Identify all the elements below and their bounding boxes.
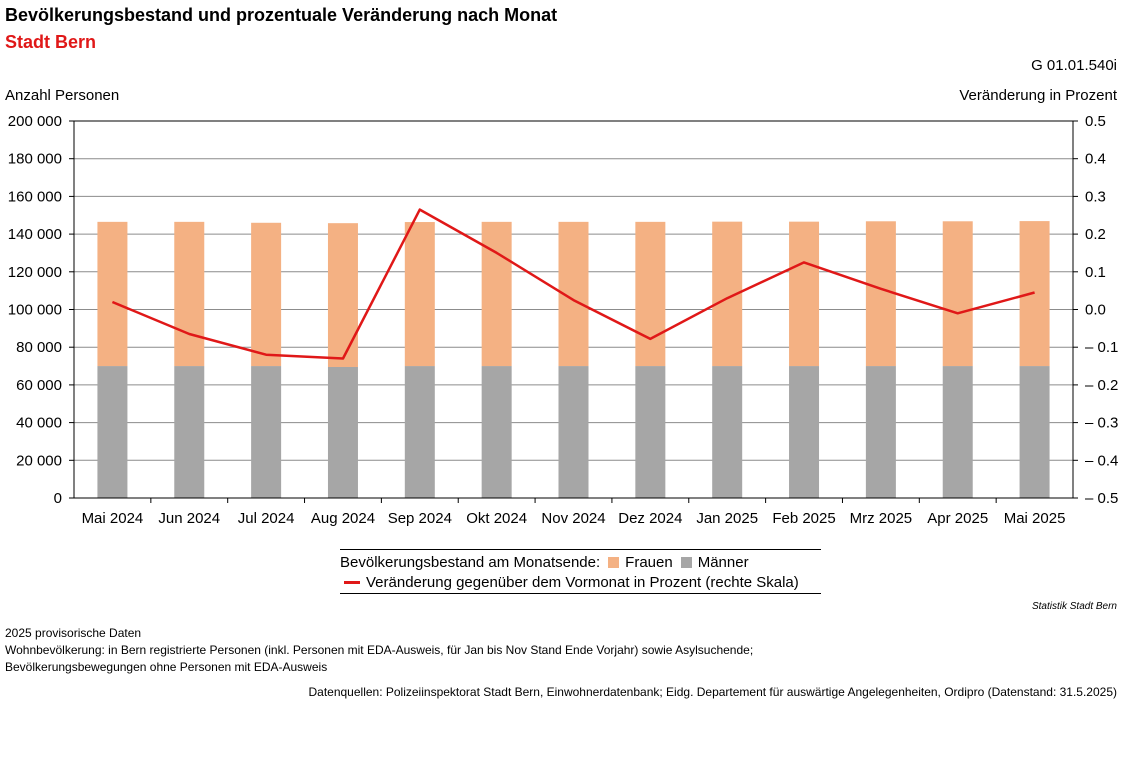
y2-tick-label: 0.4 (1085, 151, 1106, 168)
note-provisional: 2025 provisorische Daten (5, 626, 142, 640)
y2-tick-label: 0.1 (1085, 264, 1106, 281)
bar-frauen (251, 222, 282, 367)
y2-tick-label: – 0.2 (1085, 377, 1118, 394)
bars (97, 221, 1050, 498)
legend-label-line: Veränderung gegenüber dem Vormonat in Pr… (366, 573, 799, 591)
bar-frauen (174, 221, 205, 367)
x-tick-label: Apr 2025 (927, 510, 988, 527)
x-tick-label: Mai 2024 (82, 510, 144, 527)
bar-maenner (404, 366, 435, 498)
x-tick-label: Dez 2024 (618, 510, 682, 527)
legend-swatch-maenner (680, 556, 692, 568)
line-veraenderung (111, 208, 1035, 360)
x-tick-label: Nov 2024 (541, 510, 605, 527)
x-tick-label: Aug 2024 (311, 510, 375, 527)
y-tick-label: 40 000 (16, 415, 62, 432)
y2-tick-label: 0.0 (1085, 302, 1106, 319)
credit: Statistik Stadt Bern (1031, 601, 1117, 612)
tick-labels: 0 20 000 40 000 60 000 80 000 100 000 120 000 1… (8, 113, 1119, 527)
legend: Bevölkerungsbestand am Monatsende: Fraue… (340, 549, 821, 594)
bar-frauen (789, 221, 820, 367)
y-tick-label: 100 000 (8, 302, 62, 319)
y-tick-label: 0 (54, 490, 62, 507)
y2-tick-label: – 0.5 (1085, 490, 1118, 507)
y-tick-label: 140 000 (8, 226, 62, 243)
bar-maenner (481, 366, 512, 498)
bar-frauen (481, 221, 512, 367)
legend-group-label: Bevölkerungsbestand am Monatsende: (340, 553, 601, 571)
chart-canvas: 0 20 000 40 000 60 000 80 000 100 000 120 000 1… (8, 113, 1119, 527)
x-tick-label: Feb 2025 (772, 510, 835, 527)
note-movements: Bevölkerungsbewegungen ohne Personen mit… (5, 660, 328, 674)
bar-maenner (865, 366, 896, 498)
y-tick-label: 180 000 (8, 151, 62, 168)
chart-title: Bevölkerungsbestand und prozentuale Verä… (5, 5, 558, 25)
legend-line-icon (344, 580, 360, 584)
x-tick-label: Jun 2024 (158, 510, 220, 527)
bar-maenner (327, 366, 358, 498)
y-axis-left-label: Anzahl Personen (5, 87, 120, 104)
x-tick-label: Jan 2025 (696, 510, 758, 527)
x-tick-label: Mai 2025 (1004, 510, 1066, 527)
y2-tick-label: – 0.1 (1085, 339, 1118, 356)
axes (69, 120, 1078, 503)
x-tick-label: Okt 2024 (466, 510, 527, 527)
bar-maenner (1019, 366, 1050, 498)
bar-maenner (635, 366, 666, 498)
x-tick-label: Jul 2024 (238, 510, 295, 527)
bar-frauen (942, 221, 973, 367)
bar-frauen (97, 221, 128, 367)
y2-tick-label: – 0.4 (1085, 452, 1118, 469)
line-series (111, 208, 1035, 360)
legend-label-frauen: Frauen (625, 553, 673, 571)
bar-maenner (712, 366, 743, 498)
bar-maenner (251, 366, 282, 498)
y-tick-label: 200 000 (8, 113, 62, 130)
bar-frauen (404, 222, 435, 367)
bar-maenner (789, 366, 820, 498)
chart-subtitle: Stadt Bern (5, 32, 97, 52)
y2-tick-label: 0.3 (1085, 188, 1106, 205)
bar-frauen (865, 221, 896, 367)
y-axis-right-label: Veränderung in Prozent (959, 87, 1117, 104)
y-tick-label: 20 000 (16, 452, 62, 469)
bar-maenner (558, 366, 589, 498)
legend-swatch-frauen (608, 556, 620, 568)
x-tick-label: Mrz 2025 (850, 510, 913, 527)
x-tick-label: Sep 2024 (388, 510, 452, 527)
y-tick-label: 80 000 (16, 339, 62, 356)
data-source: Datenquellen: Polizeiinspektorat Stadt B… (308, 685, 1117, 699)
y-tick-label: 120 000 (8, 264, 62, 281)
y-tick-label: 160 000 (8, 188, 62, 205)
bar-frauen (635, 221, 666, 367)
y2-tick-label: 0.5 (1085, 113, 1106, 130)
bar-maenner (97, 366, 128, 498)
bar-frauen (327, 223, 358, 367)
chart-code: G 01.01.540i (1031, 57, 1117, 74)
y2-tick-label: 0.2 (1085, 226, 1106, 243)
legend-label-maenner: Männer (697, 553, 749, 571)
note-definition: Wohnbevölkerung: in Bern registrierte Pe… (5, 643, 754, 657)
bar-maenner (174, 366, 205, 498)
y-tick-label: 60 000 (16, 377, 62, 394)
bar-maenner (942, 366, 973, 498)
y2-tick-label: – 0.3 (1085, 415, 1118, 432)
